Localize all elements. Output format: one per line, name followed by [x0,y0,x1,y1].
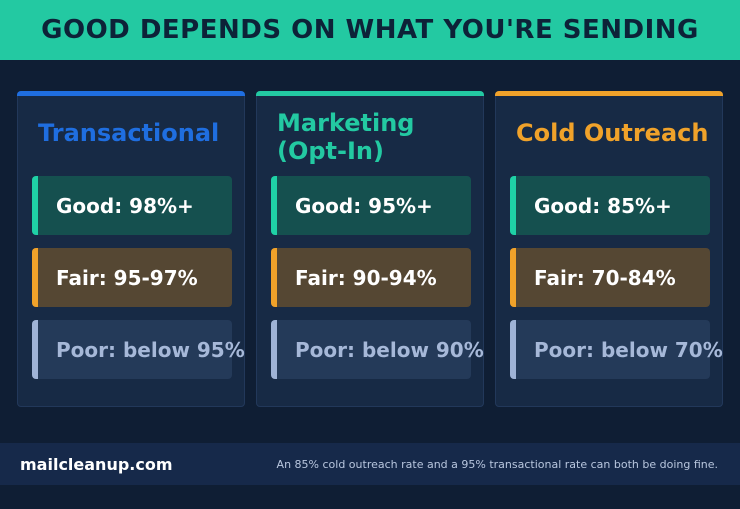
panel-accent-bar [256,91,484,96]
rating-good-label: Good: 85%+ [534,193,672,218]
rating-poor: Poor: below 95% [32,320,245,379]
rating-fair-accent [510,248,516,307]
rating-good: Good: 98%+ [32,176,232,235]
rating-fair-label: Fair: 70-84% [534,265,676,290]
footer-site-name: mailcleanup.com [20,454,173,474]
panel-transactional: Transactional Good: 98%+ Fair: 95-97% Po… [17,91,245,407]
rating-poor-accent [32,320,38,379]
rating-good-label: Good: 98%+ [56,193,194,218]
rating-fair: Fair: 90-94% [271,248,471,307]
rating-fair-label: Fair: 95-97% [56,265,198,290]
panel-title: Cold Outreach [516,119,709,147]
panel-accent-bar [495,91,723,96]
rating-poor-label: Poor: below 95% [56,337,245,362]
panel-title-line2: (Opt-In) [277,137,384,165]
panel-cold-outreach: Cold Outreach Good: 85%+ Fair: 70-84% Po… [495,91,723,407]
rating-good: Good: 95%+ [271,176,471,235]
rating-good-label: Good: 95%+ [295,193,433,218]
page-title: GOOD DEPENDS ON WHAT YOU'RE SENDING [41,15,699,45]
panel-accent-bar [17,91,245,96]
rating-good: Good: 85%+ [510,176,710,235]
rating-poor-accent [271,320,277,379]
rating-good-accent [32,176,38,235]
rating-good-accent [271,176,277,235]
panel-title-line1: Marketing [277,109,415,137]
rating-poor: Poor: below 90% [271,320,484,379]
panel-title: Transactional [38,119,220,147]
panel-title: Marketing (Opt-In) [277,109,414,165]
panel-marketing: Marketing (Opt-In) Good: 95%+ Fair: 90-9… [256,91,484,407]
rating-fair-accent [32,248,38,307]
rating-fair-label: Fair: 90-94% [295,265,437,290]
rating-poor-label: Poor: below 70% [534,337,723,362]
rating-poor-label: Poor: below 90% [295,337,484,362]
rating-poor-accent [510,320,516,379]
rating-good-accent [510,176,516,235]
footer-bar: mailcleanup.com An 85% cold outreach rat… [0,443,740,485]
rating-fair-accent [271,248,277,307]
footer-note: An 85% cold outreach rate and a 95% tran… [276,457,718,471]
rating-fair: Fair: 95-97% [32,248,232,307]
rating-fair: Fair: 70-84% [510,248,710,307]
header-banner: GOOD DEPENDS ON WHAT YOU'RE SENDING [0,0,740,60]
rating-poor: Poor: below 70% [510,320,723,379]
